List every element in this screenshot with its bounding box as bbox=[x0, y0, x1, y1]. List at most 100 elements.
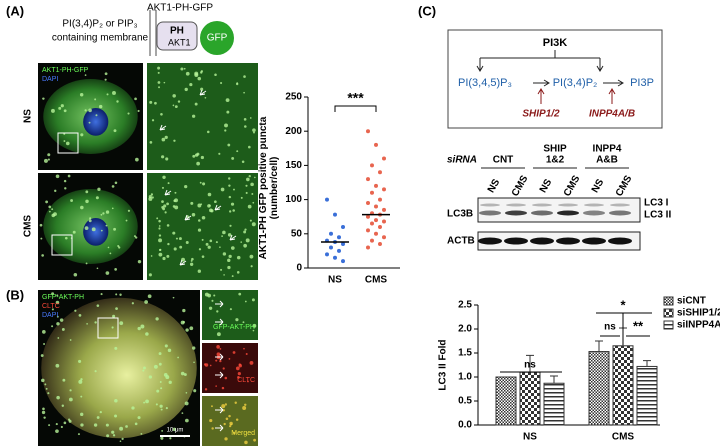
puncta bbox=[40, 237, 43, 240]
puncta bbox=[160, 112, 163, 116]
puncta bbox=[234, 401, 237, 404]
puncta bbox=[221, 404, 226, 409]
puncta bbox=[47, 153, 51, 157]
roi bbox=[57, 132, 79, 154]
y-axis-label: LC3 II Fold bbox=[438, 339, 449, 390]
x-tick-label: NS bbox=[328, 275, 342, 286]
puncta bbox=[99, 410, 102, 414]
puncta bbox=[214, 73, 217, 77]
arrow-marker bbox=[164, 189, 172, 196]
puncta bbox=[207, 192, 212, 197]
data-point bbox=[378, 224, 382, 229]
puncta bbox=[222, 230, 226, 235]
group-label: A&B bbox=[596, 155, 618, 166]
pathway-box bbox=[447, 29, 663, 129]
puncta bbox=[177, 100, 181, 103]
puncta bbox=[222, 367, 225, 370]
puncta bbox=[67, 174, 71, 178]
band bbox=[478, 237, 502, 245]
arrow-marker bbox=[215, 406, 224, 414]
channel-label: AKT1-PH-GFP bbox=[42, 67, 89, 74]
puncta bbox=[177, 356, 179, 359]
puncta bbox=[191, 212, 196, 217]
puncta bbox=[153, 364, 158, 369]
puncta bbox=[208, 204, 211, 207]
puncta bbox=[140, 432, 143, 435]
y-tick-label: 100 bbox=[285, 194, 302, 205]
puncta bbox=[44, 383, 47, 386]
puncta bbox=[223, 422, 226, 426]
puncta bbox=[55, 429, 59, 434]
puncta bbox=[169, 437, 172, 440]
puncta bbox=[105, 224, 108, 227]
puncta bbox=[243, 91, 245, 94]
puncta bbox=[172, 94, 176, 98]
arrow-marker bbox=[215, 424, 224, 432]
data-point bbox=[333, 255, 337, 260]
puncta bbox=[165, 407, 168, 410]
band bbox=[558, 203, 578, 207]
significance: ns bbox=[604, 322, 616, 333]
puncta bbox=[216, 352, 221, 357]
puncta bbox=[251, 222, 256, 227]
y-axis-label: AKT1-PH GFP positive puncta (number/cell… bbox=[258, 116, 280, 260]
data-point bbox=[374, 204, 378, 209]
membrane-label: containing membrane bbox=[52, 33, 149, 44]
puncta bbox=[55, 422, 58, 426]
puncta bbox=[105, 271, 110, 275]
puncta bbox=[94, 370, 97, 373]
puncta bbox=[84, 226, 89, 231]
puncta bbox=[182, 308, 186, 313]
puncta bbox=[161, 206, 164, 209]
ph-label: PH bbox=[170, 26, 184, 37]
puncta bbox=[250, 182, 254, 187]
puncta bbox=[163, 204, 167, 208]
puncta bbox=[182, 320, 186, 324]
puncta bbox=[114, 181, 118, 185]
lane-label: CMS bbox=[510, 173, 531, 198]
data-point bbox=[382, 219, 386, 224]
puncta bbox=[70, 199, 74, 202]
puncta bbox=[219, 246, 221, 248]
puncta bbox=[158, 86, 161, 89]
puncta bbox=[237, 372, 241, 376]
puncta bbox=[174, 205, 179, 210]
puncta bbox=[243, 230, 247, 234]
puncta bbox=[201, 216, 206, 220]
puncta bbox=[161, 137, 166, 142]
zoom-field bbox=[202, 343, 258, 393]
puncta bbox=[163, 373, 168, 377]
puncta bbox=[85, 199, 89, 204]
puncta bbox=[235, 366, 240, 371]
puncta bbox=[84, 74, 87, 76]
puncta bbox=[157, 81, 161, 84]
band bbox=[505, 210, 527, 216]
puncta bbox=[240, 196, 243, 199]
puncta bbox=[247, 204, 252, 209]
data-point bbox=[325, 197, 329, 202]
arrow-marker bbox=[199, 89, 207, 96]
puncta bbox=[249, 219, 252, 222]
puncta bbox=[155, 317, 159, 321]
puncta bbox=[45, 387, 48, 390]
puncta bbox=[78, 379, 83, 384]
bar bbox=[612, 345, 634, 426]
data-point bbox=[341, 259, 345, 264]
puncta bbox=[161, 186, 164, 189]
puncta bbox=[150, 255, 153, 257]
puncta bbox=[158, 219, 161, 223]
puncta bbox=[193, 361, 195, 364]
construct-label: AKT1-PH-GFP bbox=[147, 3, 213, 14]
puncta bbox=[69, 339, 72, 341]
puncta bbox=[86, 323, 88, 325]
puncta bbox=[159, 381, 162, 383]
puncta bbox=[184, 184, 188, 189]
puncta bbox=[192, 154, 196, 158]
puncta bbox=[96, 267, 99, 270]
puncta bbox=[56, 315, 59, 318]
puncta bbox=[245, 184, 248, 187]
arrow-marker bbox=[229, 234, 237, 241]
puncta bbox=[228, 177, 231, 180]
puncta bbox=[104, 72, 108, 76]
puncta bbox=[148, 197, 153, 201]
